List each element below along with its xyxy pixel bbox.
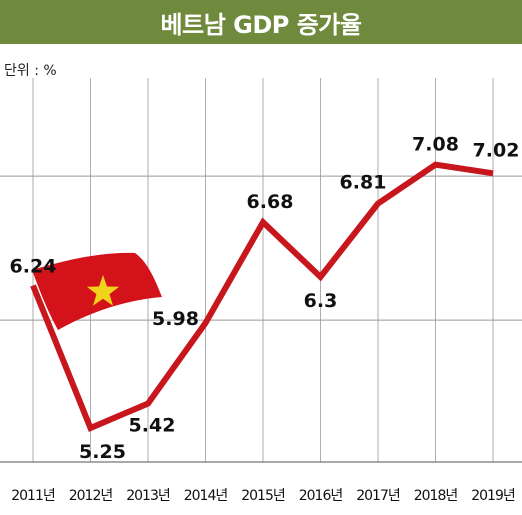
- value-labels: 6.24 5.255.42 5.98 6.68 6.3 6.81 7.08 7.02: [10, 134, 520, 463]
- series-line: [30, 161, 494, 432]
- data-label: 6.81: [340, 172, 387, 194]
- data-label: 6.68: [247, 191, 294, 213]
- data-label: 7.08: [412, 134, 459, 156]
- title-bar: 베트남 GDP 증가율: [0, 0, 522, 44]
- x-tick-label: 2011년: [11, 488, 55, 504]
- data-label: 7.02: [473, 139, 520, 161]
- x-tick-label: 2019년: [471, 488, 515, 504]
- data-label: 6.24: [10, 256, 57, 278]
- x-tick-label: 2015년: [241, 488, 285, 504]
- data-label: 5.25: [79, 441, 126, 463]
- series-line-layer: [30, 161, 494, 432]
- data-label: 5.98: [152, 308, 199, 330]
- x-tick-label: 2012년: [69, 488, 113, 504]
- x-tick-label: 2016년: [299, 488, 343, 504]
- data-label: 5.42: [129, 415, 176, 437]
- x-tick-label: 2014년: [184, 488, 228, 504]
- vietnam-flag-icon: [32, 252, 162, 330]
- flag-star-icon: [86, 275, 120, 306]
- data-label: 6.3: [304, 290, 338, 312]
- x-tick-label: 2013년: [126, 488, 170, 504]
- x-tick-label: 2018년: [414, 488, 458, 504]
- unit-label: 단위 : %: [4, 63, 57, 79]
- x-axis-ticks: 2011년 2012년 2013년 2014년 2015년 2016년 2017년 2018년…: [11, 488, 516, 504]
- x-tick-label: 2017년: [356, 488, 400, 504]
- chart-title: 베트남 GDP 증가율: [160, 10, 362, 39]
